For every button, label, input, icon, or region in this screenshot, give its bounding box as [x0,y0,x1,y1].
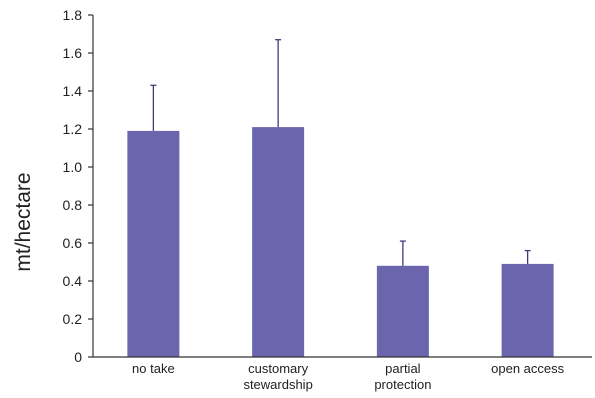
error-bars-group [150,39,531,266]
y-tick-label: 1.6 [63,45,83,61]
y-tick-label: 1.0 [63,159,83,175]
y-axis-title: mt/hectare [12,172,35,271]
x-category-label: partial [385,361,421,376]
y-tick-label: 1.2 [63,121,83,137]
bars-group [127,127,554,357]
bar [252,127,305,357]
x-category-label-line2: protection [374,377,431,392]
y-ticks-group: 0 0.2 0.4 0.6 0.8 1.0 1.2 1.4 1.6 1.8 [63,7,93,365]
bar [376,265,429,357]
bar [127,130,180,357]
y-tick-label: 1.8 [63,7,83,23]
y-tick-label: 0.8 [63,197,83,213]
y-tick-label: 0.2 [63,311,83,327]
y-tick-label: 1.4 [63,83,83,99]
y-tick-label: 0 [74,349,82,365]
bar [501,263,554,357]
y-tick-label: 0.4 [63,273,83,289]
x-category-label: customary [248,361,308,376]
y-tick-label: 0.6 [63,235,83,251]
x-category-label: open access [491,361,564,376]
x-category-label: no take [132,361,175,376]
x-category-label-line2: stewardship [243,377,312,392]
